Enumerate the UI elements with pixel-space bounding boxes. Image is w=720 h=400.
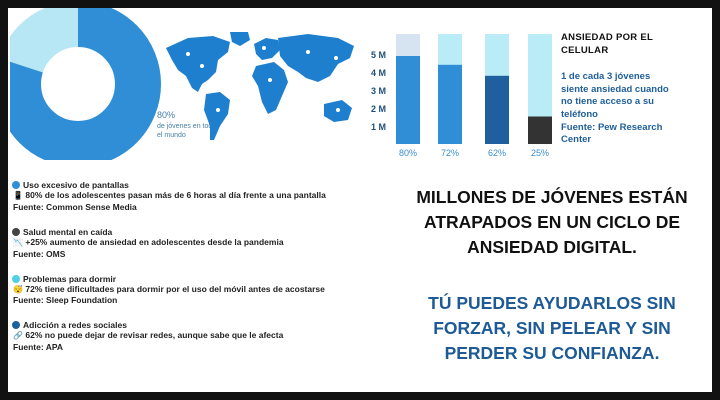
stat-text: +25% aumento de ansiedad en adolescentes… — [25, 236, 284, 247]
side-line: teléfono — [561, 108, 598, 120]
link-icon: 🔗 — [13, 331, 23, 341]
world-map — [166, 32, 354, 140]
stat-text: 80% de los adolescentes pasan más de 6 h… — [25, 190, 326, 200]
infographic-card: 80% de jóvenes en todo el mundo 5 M — [8, 8, 712, 392]
y-tick: 4 M — [371, 68, 386, 78]
bullet-icon — [12, 227, 20, 236]
x-label: 25% — [531, 148, 549, 158]
side-title: ANSIEDAD POR EL CELULAR — [561, 32, 653, 56]
headline-line: ATRAPADOS EN UN CICLO DE — [423, 211, 681, 232]
x-labels: 80% 72% 62% 25% — [399, 148, 549, 158]
headline-line: ANSIEDAD DIGITAL. — [467, 236, 637, 257]
map-pin — [336, 108, 340, 112]
call-to-action: TÚ PUEDES AYUDARLOS SIN FORZAR, SIN PELE… — [396, 291, 708, 366]
map-continents — [166, 32, 354, 140]
bullet-icon — [12, 321, 20, 330]
stat-item: Uso excesivo de pantallas 📱 80% de los a… — [12, 180, 392, 214]
cta-line: TÚ PUEDES AYUDARLOS SIN — [428, 293, 676, 313]
headline: MILLONES DE JÓVENES ESTÁN ATRAPADOS EN U… — [396, 185, 708, 260]
map-pin — [268, 78, 272, 82]
map-pin — [306, 50, 310, 54]
stat-item: Problemas para dormir 😴 72% tiene dificu… — [12, 274, 392, 308]
side-line: Center — [561, 134, 592, 146]
map-pins — [186, 46, 340, 112]
bullet-icon — [12, 181, 20, 189]
asia — [278, 34, 354, 82]
stat-title: Adicción a redes sociales — [23, 320, 127, 331]
bars — [396, 34, 552, 144]
stat-text: 72% tiene dificultades para dormir por e… — [25, 283, 325, 294]
stat-item: Salud mental en caída 📉 +25% aumento de … — [12, 227, 392, 261]
x-label: 62% — [488, 148, 506, 158]
y-tick: 3 M — [371, 86, 386, 96]
stat-title: Salud mental en caída — [23, 226, 113, 237]
side-line: no tiene acceso a su — [561, 96, 654, 108]
donut-caption: 80% de jóvenes en todo el mundo — [157, 110, 217, 141]
stat-source: Fuente: APA — [13, 342, 64, 353]
cta-line: PERDER SU CONFIANZA. — [444, 342, 660, 363]
stat-item: Adicción a redes sociales 🔗 62% no puede… — [12, 320, 392, 354]
stat-source: Fuente: Common Sense Media — [13, 201, 137, 212]
map-pin — [216, 108, 220, 112]
y-tick: 5 M — [371, 50, 386, 60]
donut-chart — [10, 8, 161, 160]
bullet-icon — [12, 274, 20, 283]
bar — [485, 75, 509, 144]
greenland — [230, 32, 250, 46]
stats-list: Uso excesivo de pantallas 📱 80% de los a… — [12, 180, 392, 367]
south-america — [204, 92, 230, 140]
africa — [252, 62, 288, 114]
donut-percent: 80% — [157, 110, 176, 120]
phone-icon: 📱 — [13, 191, 23, 200]
cta-line: FORZAR, SIN PELEAR Y SIN — [433, 317, 671, 338]
y-tick: 1 M — [371, 122, 386, 132]
bar — [528, 116, 552, 144]
chart-down-icon: 📉 — [13, 237, 23, 247]
bar — [396, 56, 420, 144]
x-label: 72% — [441, 148, 459, 158]
donut-caption-text: de jóvenes en todo el mundo — [157, 123, 217, 139]
north-america — [166, 36, 230, 92]
side-line: siente ansiedad cuando — [561, 83, 669, 95]
y-ticks: 5 M 4 M 3 M 2 M 1 M — [371, 50, 386, 132]
stat-text: 62% no puede dejar de revisar redes, aun… — [25, 330, 284, 341]
donut-main-segment — [10, 8, 161, 160]
map-pin — [334, 56, 338, 60]
bar-chart: 5 M 4 M 3 M 2 M 1 M 80% 72% 62% 25% — [371, 34, 552, 158]
stat-title: Problemas para dormir — [23, 273, 117, 284]
europe — [254, 38, 280, 60]
map-pin — [186, 52, 190, 56]
headline-line: MILLONES DE JÓVENES ESTÁN — [416, 187, 688, 207]
map-pin — [262, 46, 266, 50]
y-tick: 2 M — [371, 104, 386, 114]
side-description: 1 de cada 3 jóvenes siente ansiedad cuan… — [561, 71, 701, 147]
tired-face-icon: 😴 — [13, 284, 23, 294]
stat-source: Fuente: Sleep Foundation — [13, 295, 118, 306]
bar — [438, 64, 462, 144]
stat-source: Fuente: OMS — [13, 248, 66, 259]
side-line: Fuente: Pew Research — [561, 121, 663, 133]
map-pin — [200, 64, 204, 68]
x-label: 80% — [399, 148, 417, 158]
side-line: 1 de cada 3 jóvenes — [561, 71, 651, 82]
stat-title: Uso excesivo de pantallas — [23, 180, 129, 190]
